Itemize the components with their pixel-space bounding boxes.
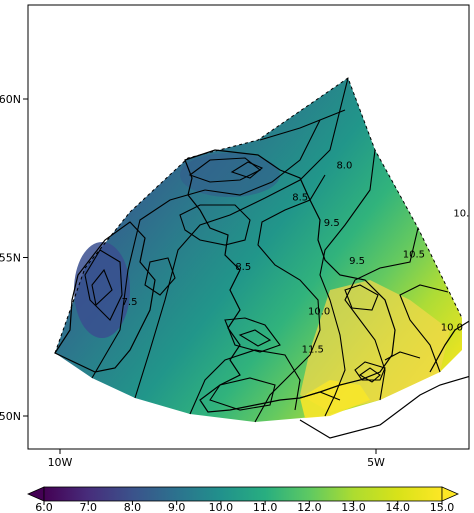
y-tick-label: 55N [0,252,21,265]
warm-region [300,280,450,412]
warmest-region [300,380,370,418]
colorbar-tick-label: 14.0 [386,501,411,513]
britain-coast [184,149,396,413]
domain-boundary [54,77,463,354]
colorbar-gradient [43,486,443,502]
colorbar-tick-label: 12.0 [297,501,322,513]
y-axis-ticks: 50N 55N 60N [0,93,28,423]
colorbar-tick-label: 10.0 [209,501,234,513]
contour-lines [84,77,449,423]
plot-frame [27,4,470,450]
contour-label: 10.5 [453,208,474,219]
coastlines [54,149,469,439]
y-tick-label: 50N [0,410,21,423]
contour-labels: 8.58.09.59.57.58.510.011.510.510.510.011… [122,161,474,356]
contour-label: 11.5 [302,345,324,356]
x-tick-label: 10W [48,456,73,469]
contour-label: 10.0 [308,307,330,318]
contour-label: 9.5 [324,218,340,229]
x-axis-ticks: 10W5W0 [48,449,385,469]
contour-label: 8.0 [336,161,352,172]
x-tick-label: 5W [367,456,385,469]
france-coast [299,375,469,439]
colorbar-extend-low [27,486,45,502]
contour-label: 8.5 [292,192,308,203]
colorbar-extend-high [441,486,459,502]
contour-label: 10.5 [403,250,425,261]
ireland-coast [54,221,156,373]
colorbar-tick-label: 8.0 [124,501,142,513]
contour-label: 8.5 [235,262,251,273]
colorbar-tick-label: 6.0 [35,501,53,513]
colorbar-ticks: 6.0 7.0 8.0 9.0 10.0 11.0 12.0 13.0 14.0 15.0 [35,501,454,513]
colorbar-tick-label: 13.0 [341,501,366,513]
contour-label: 7.5 [122,297,138,308]
colorbar-tick-label: 9.0 [168,501,186,513]
y-tick-label: 60N [0,93,21,106]
colorbar-tick-label: 7.0 [79,501,97,513]
cold-core [74,242,130,338]
colorbar-tick-label: 11.0 [253,501,278,513]
colorbar: 6.0 7.0 8.0 9.0 10.0 11.0 12.0 13.0 14.0 15.0 [27,486,459,513]
colorbar-tick-label: 15.0 [430,501,455,513]
contour-label: 9.5 [349,256,365,267]
contour-label: 10.0 [441,322,463,333]
europe-coast [429,320,469,373]
